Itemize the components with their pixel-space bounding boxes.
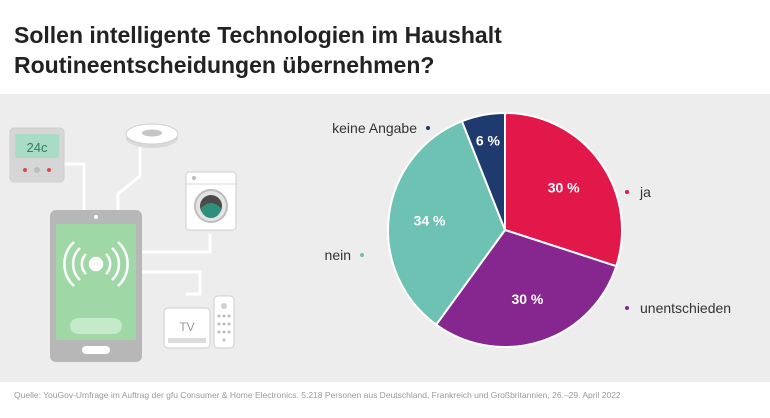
source-note: Quelle: YouGov-Umfrage im Auftrag der gf… [14, 390, 621, 400]
slice-label-marker [426, 126, 430, 130]
slice-label-marker [625, 306, 629, 310]
slice-value-label: 34 % [414, 212, 446, 228]
slice-label-marker [360, 253, 364, 257]
page-title: Sollen intelligente Technologien im Haus… [14, 20, 754, 80]
slice-value-label: 30 % [511, 291, 543, 307]
pie-slice-ja [504, 111, 623, 268]
slice-value-label: 30 % [548, 179, 580, 195]
thermostat-display: 24c [27, 140, 48, 155]
chart-panel: 24c [0, 94, 770, 382]
pie-chart: 30 % ja 30 % unentschieden 34 % nein 6 % keine … [325, 111, 731, 348]
slice-label-marker [625, 190, 629, 194]
slice-category-label: ja [639, 184, 651, 200]
title-line-2: Routineentscheidungen übernehmen? [14, 52, 435, 78]
title-line-1: Sollen intelligente Technologien im Haus… [14, 22, 502, 48]
remote-control-icon [213, 295, 235, 349]
robot-vacuum-icon [125, 123, 179, 148]
pie-slice-unentschieden [434, 228, 618, 348]
slice-category-label: keine Angabe [332, 120, 417, 136]
broadcast-waves-icon [63, 241, 129, 287]
pie-slice-nein [387, 119, 507, 327]
slice-value-label: 6 % [476, 132, 501, 148]
washing-machine-icon [185, 171, 237, 231]
smartphone-icon [50, 210, 142, 362]
tv-box-icon: TV [163, 307, 211, 349]
thermostat-icon: 24c [9, 127, 65, 183]
slice-category-label: unentschieden [640, 300, 731, 316]
connector-lines [62, 144, 212, 296]
illustration-and-chart: 24c [9, 111, 731, 362]
tv-label: TV [179, 320, 194, 334]
slice-category-label: nein [325, 247, 351, 263]
pie-slice-keine-angabe [460, 111, 506, 231]
